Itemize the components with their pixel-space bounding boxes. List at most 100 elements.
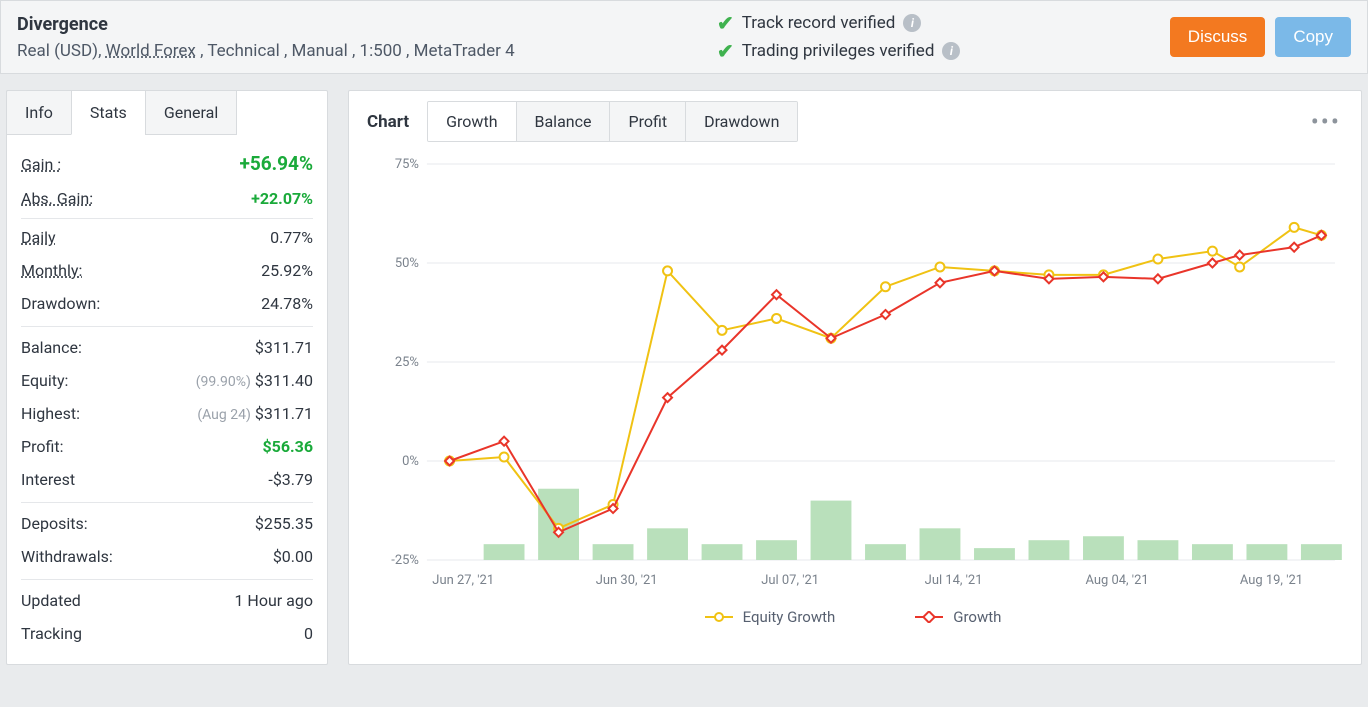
stat-value: +22.07% bbox=[251, 189, 313, 208]
header-left: Divergence Real (USD), World Forex , Tec… bbox=[17, 14, 697, 61]
verify-trading-privileges: ✔ Trading privileges verified i bbox=[717, 39, 1150, 63]
stat-label: Interest bbox=[21, 470, 75, 489]
header-actions: Discuss Copy bbox=[1170, 17, 1351, 57]
chart-panel: Chart Growth Balance Profit Drawdown •••… bbox=[348, 90, 1362, 665]
stat-withdrawals: Withdrawals: $0.00 bbox=[21, 540, 313, 573]
chart-tab-drawdown[interactable]: Drawdown bbox=[686, 102, 797, 141]
stat-value: $56.36 bbox=[262, 437, 313, 456]
copy-button[interactable]: Copy bbox=[1275, 17, 1351, 57]
stat-value: $255.35 bbox=[255, 514, 313, 533]
subtitle-prefix: Real (USD), bbox=[17, 41, 106, 61]
stat-daily: Daily 0.77% bbox=[21, 221, 313, 254]
broker-link[interactable]: World Forex bbox=[106, 41, 196, 61]
stat-label: Updated bbox=[21, 591, 81, 610]
stat-label: Profit: bbox=[21, 437, 63, 456]
chart-tab-profit[interactable]: Profit bbox=[610, 102, 686, 141]
svg-text:Jul 07, '21: Jul 07, '21 bbox=[761, 573, 819, 588]
stats-panel: Info Stats General Gain : +56.94% Abs. G… bbox=[6, 90, 328, 665]
tab-info[interactable]: Info bbox=[6, 90, 72, 135]
legend-swatch-growth bbox=[915, 611, 943, 623]
verify-track-label: Track record verified bbox=[742, 13, 896, 33]
page-subtitle: Real (USD), World Forex , Technical , Ma… bbox=[17, 41, 697, 61]
stat-label: Withdrawals: bbox=[21, 547, 113, 566]
legend-label: Growth bbox=[953, 608, 1001, 626]
check-icon: ✔ bbox=[717, 39, 734, 63]
info-icon[interactable]: i bbox=[942, 42, 960, 60]
stat-gain: Gain : +56.94% bbox=[21, 145, 313, 182]
legend-label: Equity Growth bbox=[743, 608, 836, 626]
subtitle-suffix: , Technical , Manual , 1:500 , MetaTrade… bbox=[196, 41, 515, 61]
chart-tab-balance[interactable]: Balance bbox=[517, 102, 611, 141]
stat-deposits: Deposits: $255.35 bbox=[21, 507, 313, 540]
stat-value: 0.77% bbox=[270, 228, 313, 247]
header-bar: Divergence Real (USD), World Forex , Tec… bbox=[0, 0, 1368, 74]
growth-chart: -25% 0% 25% 50% 75% Jun 27, '21 Jun 30, '21 Jul… bbox=[367, 152, 1345, 596]
stat-value: +56.94% bbox=[239, 152, 313, 175]
svg-text:Jul 14, '21: Jul 14, '21 bbox=[925, 573, 983, 588]
svg-text:0%: 0% bbox=[402, 454, 419, 469]
stat-interest: Interest -$3.79 bbox=[21, 463, 313, 496]
svg-text:Jun 27, '21: Jun 27, '21 bbox=[432, 573, 494, 588]
stats-tabs: Info Stats General bbox=[7, 91, 327, 135]
legend-swatch-equity bbox=[705, 611, 733, 623]
stat-value: -$3.79 bbox=[268, 470, 313, 489]
stat-label: Daily bbox=[21, 228, 56, 247]
chart-tab-growth[interactable]: Growth bbox=[428, 102, 516, 141]
stat-tracking: Tracking 0 bbox=[21, 617, 313, 650]
chart-legend: Equity Growth Growth bbox=[361, 596, 1345, 626]
divider bbox=[21, 579, 313, 580]
stat-note: (Aug 24) bbox=[197, 407, 251, 423]
svg-text:75%: 75% bbox=[395, 157, 419, 172]
stat-value: $0.00 bbox=[273, 547, 313, 566]
stat-note: (99.90%) bbox=[196, 374, 251, 390]
stat-label: Abs. Gain: bbox=[21, 189, 93, 208]
divider bbox=[21, 502, 313, 503]
stat-value: $311.71 bbox=[255, 404, 313, 423]
stat-label: Deposits: bbox=[21, 514, 88, 533]
stat-label: Tracking bbox=[21, 624, 82, 643]
stat-value: $311.40 bbox=[255, 371, 313, 390]
stat-label: Balance: bbox=[21, 338, 82, 357]
svg-text:Aug 19, '21: Aug 19, '21 bbox=[1240, 573, 1303, 588]
stat-equity: Equity: (99.90%)$311.40 bbox=[21, 364, 313, 397]
stat-updated: Updated 1 Hour ago bbox=[21, 584, 313, 617]
stat-value: 25.92% bbox=[261, 261, 313, 280]
chart-area: -25% 0% 25% 50% 75% Jun 27, '21 Jun 30, '21 Jul… bbox=[367, 152, 1345, 596]
legend-growth[interactable]: Growth bbox=[915, 608, 1001, 626]
info-icon[interactable]: i bbox=[903, 14, 921, 32]
discuss-button[interactable]: Discuss bbox=[1170, 17, 1266, 57]
verify-priv-label: Trading privileges verified bbox=[742, 41, 935, 61]
stat-drawdown: Drawdown: 24.78% bbox=[21, 287, 313, 320]
stat-label: Gain : bbox=[21, 155, 61, 174]
svg-text:50%: 50% bbox=[395, 256, 419, 271]
stat-label: Equity: bbox=[21, 371, 68, 390]
stat-abs-gain: Abs. Gain: +22.07% bbox=[21, 182, 313, 219]
svg-text:-25%: -25% bbox=[391, 553, 419, 568]
stats-body: Gain : +56.94% Abs. Gain: +22.07% Daily … bbox=[7, 135, 327, 664]
chart-tabs: Growth Balance Profit Drawdown bbox=[427, 101, 798, 142]
svg-text:Aug 04, '21: Aug 04, '21 bbox=[1085, 573, 1148, 588]
page-title: Divergence bbox=[17, 14, 697, 35]
header-verifications: ✔ Track record verified i ✔ Trading priv… bbox=[717, 11, 1150, 63]
verify-track-record: ✔ Track record verified i bbox=[717, 11, 1150, 35]
stat-value: 0 bbox=[304, 624, 313, 643]
chart-tabs-row: Chart Growth Balance Profit Drawdown ••• bbox=[361, 91, 1345, 152]
stat-label: Drawdown: bbox=[21, 294, 100, 313]
chart-more-icon[interactable]: ••• bbox=[1311, 108, 1345, 136]
tab-stats[interactable]: Stats bbox=[71, 90, 146, 135]
stat-label: Monthly: bbox=[21, 261, 82, 280]
stat-value: $311.71 bbox=[255, 338, 313, 357]
stat-value: 24.78% bbox=[261, 294, 313, 313]
stat-value: 1 Hour ago bbox=[234, 591, 313, 610]
stat-label: Highest: bbox=[21, 404, 80, 423]
check-icon: ✔ bbox=[717, 11, 734, 35]
legend-equity-growth[interactable]: Equity Growth bbox=[705, 608, 836, 626]
stat-highest: Highest: (Aug 24)$311.71 bbox=[21, 397, 313, 430]
main-content: Info Stats General Gain : +56.94% Abs. G… bbox=[0, 74, 1368, 665]
tab-general[interactable]: General bbox=[145, 90, 237, 135]
stat-balance: Balance: $311.71 bbox=[21, 331, 313, 364]
svg-text:Jun 30, '21: Jun 30, '21 bbox=[596, 573, 658, 588]
svg-text:25%: 25% bbox=[395, 355, 419, 370]
stat-profit: Profit: $56.36 bbox=[21, 430, 313, 463]
stat-monthly: Monthly: 25.92% bbox=[21, 254, 313, 287]
